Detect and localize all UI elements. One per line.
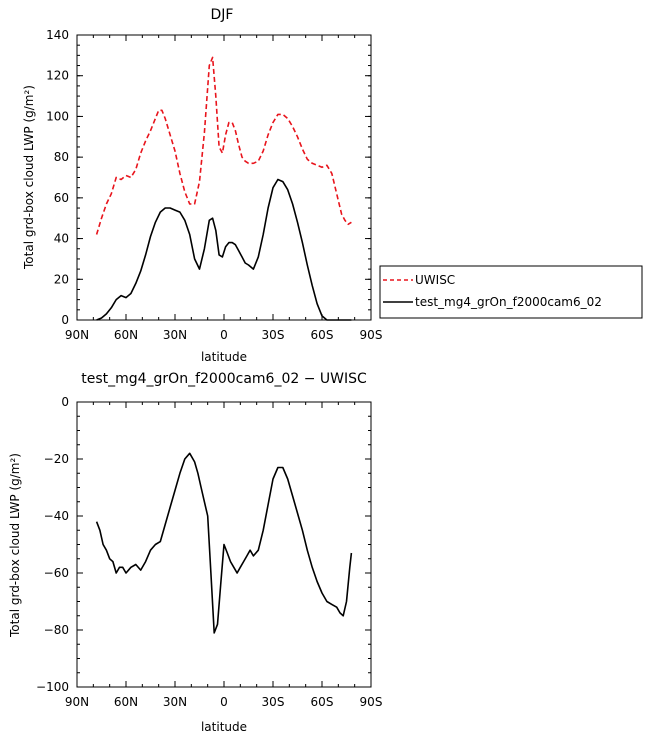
- top-y-axis: 0 20 40 60 80 100 120 140: [46, 28, 371, 327]
- top-x-axis: 90N 60N 30N 0 30S 60S 90S: [65, 35, 383, 342]
- top-y-tick-label: 60: [54, 191, 69, 205]
- top-y-tick-label: 0: [61, 313, 69, 327]
- top-plot-frame: [76, 34, 372, 321]
- bottom-x-tick-label: 30S: [262, 695, 285, 709]
- bottom-series-group: [95, 452, 353, 634]
- bottom-x-tick-label: 90S: [360, 695, 383, 709]
- bottom-y-tick-label: −80: [44, 623, 69, 637]
- top-y-tick-label: 20: [54, 272, 69, 286]
- bottom-x-axis-label: latitude: [201, 720, 247, 734]
- legend-box: [379, 265, 643, 319]
- top-series-line-uwisc: [95, 56, 352, 235]
- top-y-tick-label: 140: [46, 28, 69, 42]
- bottom-y-tick-label: −20: [44, 452, 69, 466]
- bottom-panel: test_mg4_grOn_f2000cam6_02 − UWISC −100−…: [8, 371, 382, 734]
- bottom-x-tick-label: 90N: [65, 695, 89, 709]
- top-x-tick-label: 0: [220, 328, 228, 342]
- bottom-x-axis: 90N 60N 30N 0 30S 60S 90S: [65, 402, 383, 709]
- bottom-y-tick-label: −60: [44, 566, 69, 580]
- top-x-tick-label: 30N: [163, 328, 187, 342]
- bottom-x-tick-label: 0: [220, 695, 228, 709]
- bottom-y-axis: −100 −80 −60 −40 −20 0: [36, 395, 371, 694]
- top-y-axis-label: Total grd-box cloud LWP (g/m²): [22, 85, 36, 270]
- bottom-x-tick-label: 60N: [114, 695, 138, 709]
- legend-label-uwisc: UWISC: [415, 273, 455, 287]
- bottom-y-tick-label: −100: [36, 680, 69, 694]
- bottom-series-line-0: [95, 452, 353, 634]
- top-x-tick-label: 90N: [65, 328, 89, 342]
- top-x-tick-label: 60S: [311, 328, 334, 342]
- bottom-x-tick-label: 60S: [311, 695, 334, 709]
- legend: UWISC test_mg4_grOn_f2000cam6_02: [379, 265, 643, 319]
- top-y-tick-label: 40: [54, 232, 69, 246]
- top-x-tick-label: 60N: [114, 328, 138, 342]
- top-x-axis-label: latitude: [201, 350, 247, 364]
- bottom-y-tick-label: 0: [61, 395, 69, 409]
- top-y-tick-label: 100: [46, 109, 69, 123]
- top-series-group: [95, 56, 352, 321]
- bottom-x-tick-label: 30N: [163, 695, 187, 709]
- top-y-tick-label: 80: [54, 150, 69, 164]
- bottom-y-axis-label: Total grd-box cloud LWP (g/m²): [8, 453, 22, 638]
- bottom-y-tick-label: −40: [44, 509, 69, 523]
- top-y-tick-label: 120: [46, 69, 69, 83]
- top-series-line-test-mg4-gron-f2000cam6-02: [96, 178, 352, 321]
- top-panel-title: DJF: [211, 7, 234, 23]
- top-x-tick-label: 30S: [262, 328, 285, 342]
- bottom-panel-title: test_mg4_grOn_f2000cam6_02 − UWISC: [81, 371, 367, 387]
- top-x-tick-label: 90S: [360, 328, 383, 342]
- legend-label-test: test_mg4_grOn_f2000cam6_02: [415, 295, 602, 309]
